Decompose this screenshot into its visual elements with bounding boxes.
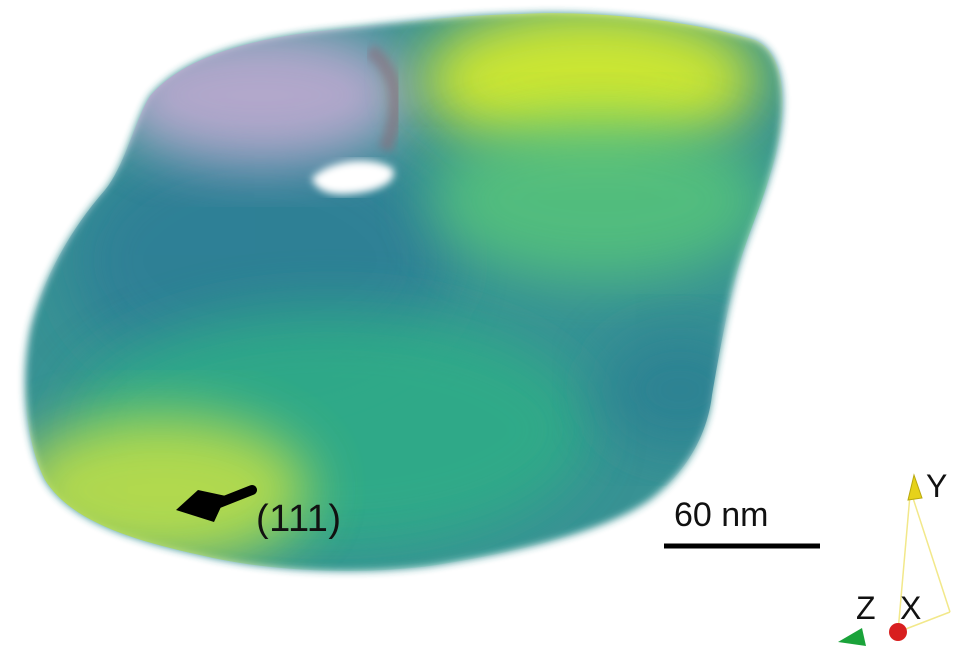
x-axis-marker-icon (889, 623, 907, 641)
nanoparticle-volume (25, 13, 783, 571)
direction-label: (111) (256, 498, 342, 540)
y-axis-arrow-icon (907, 473, 923, 501)
axis-x-label: X (900, 590, 922, 626)
z-axis-arrow-icon (838, 628, 866, 646)
direction-arrow-icon (176, 485, 257, 522)
axis-y-label: Y (926, 468, 948, 504)
scale-bar-label: 60 nm (674, 496, 769, 534)
axis-z-label: Z (856, 590, 876, 626)
axis-triad (838, 473, 951, 646)
